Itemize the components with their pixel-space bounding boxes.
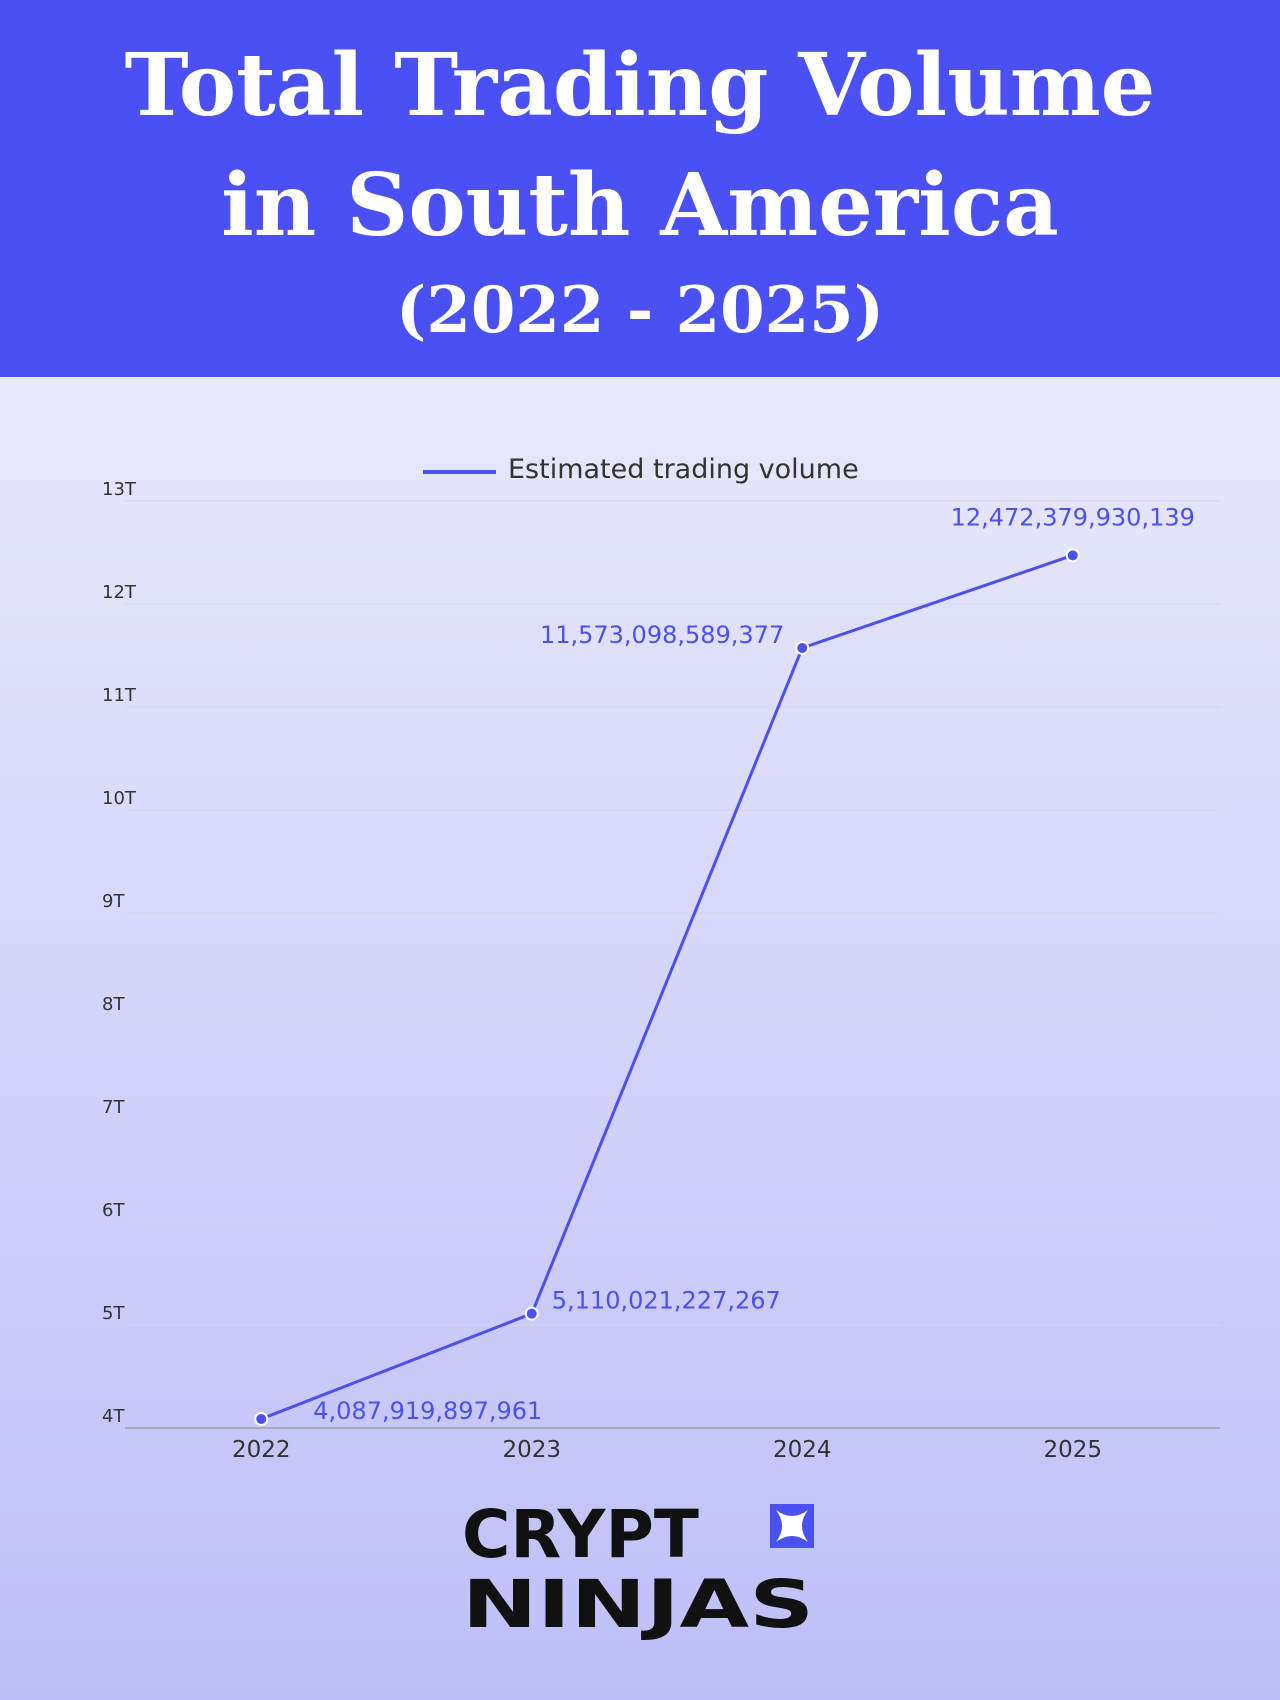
data-label: 11,573,098,589,377 [540,621,784,649]
subtitle: (2022 - 2025) [396,273,884,348]
title-line-continued: in South America [221,155,1059,256]
y-tick-label: 10T [102,788,137,809]
data-point [1065,548,1080,563]
x-tick-label: 2023 [502,1437,561,1463]
y-tick-label: 6T [102,1200,125,1221]
logo-text: CRYPT [462,1496,699,1573]
data-label: 5,110,021,227,267 [552,1287,781,1315]
y-tick-label: 5T [102,1303,125,1324]
x-tick-label: 2022 [232,1437,291,1463]
x-tick-label: 2025 [1043,1437,1102,1463]
data-point [254,1411,269,1426]
data-label: 4,087,919,897,961 [313,1397,542,1425]
data-label: 12,472,379,930,139 [951,503,1195,531]
y-tick-label: 12T [102,582,137,603]
y-tick-label: 7T [102,1097,125,1118]
y-tick-label: 9T [102,891,125,912]
legend-label: Estimated trading volume [508,454,859,485]
header [0,0,1280,377]
y-tick-label: 4T [102,1406,125,1427]
logo: CRYPT NINJAS [462,1496,814,1643]
logo-text: NINJAS [462,1566,814,1643]
logo-icon-star [776,1510,808,1542]
y-tick-label: 8T [102,994,125,1015]
title-line: Total Trading Volume [125,35,1156,136]
data-point [795,640,810,655]
data-point [524,1306,539,1321]
y-tick-label: 11T [102,685,137,706]
y-tick-label: 13T [102,479,137,500]
series-line [260,553,1074,1421]
x-tick-label: 2024 [773,1437,832,1463]
